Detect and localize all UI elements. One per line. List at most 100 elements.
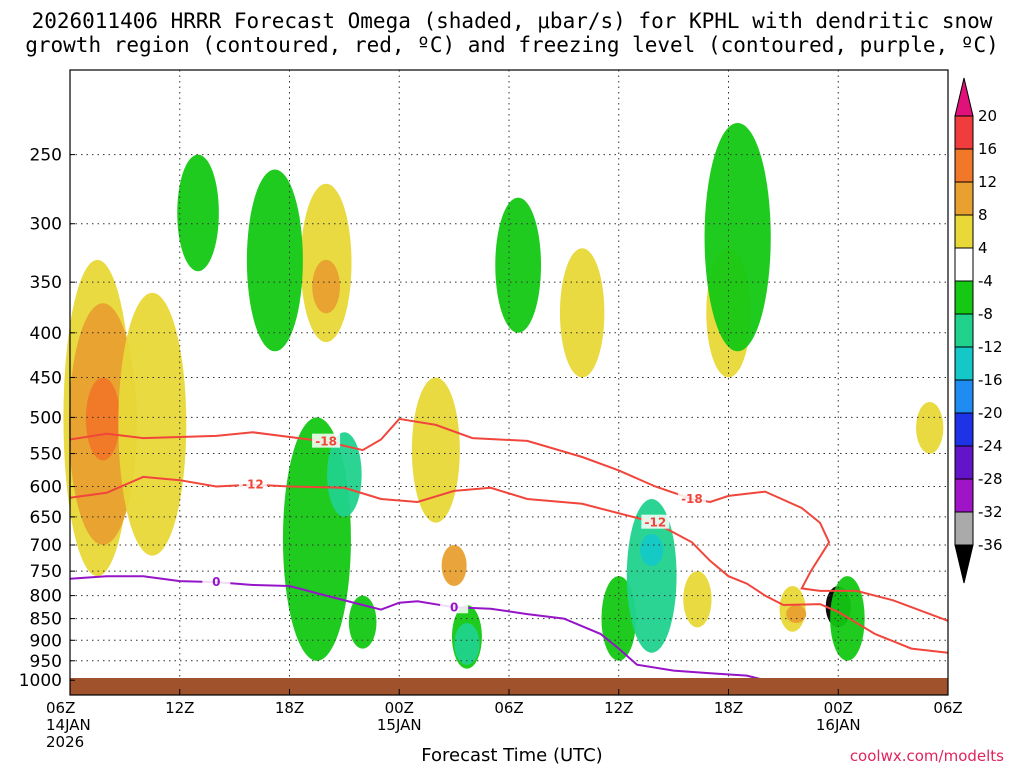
colorbar-label-10: -24 bbox=[978, 437, 1003, 455]
y-tick-label-700: 700 bbox=[30, 536, 62, 556]
contour-label-bg-freezing_level_0-1 bbox=[440, 599, 469, 614]
colorbar-label-8: -16 bbox=[978, 371, 1003, 389]
grid-lines bbox=[69, 70, 949, 695]
contour-label-dgz_minus12-1: -12 bbox=[644, 516, 666, 530]
omega-region-8 bbox=[559, 248, 605, 378]
y-tick-label-250: 250 bbox=[30, 146, 62, 166]
omega-region-22 bbox=[601, 576, 637, 661]
x-tick-label-36-0: 18Z bbox=[714, 699, 743, 717]
contour-label-bg-dgz_minus12-0 bbox=[238, 476, 267, 491]
colorbar-label-9: -20 bbox=[978, 404, 1003, 422]
x-tick-label-0-1: 14JAN bbox=[46, 716, 91, 734]
omega-region-23 bbox=[626, 498, 677, 653]
contour-label-dgz_minus18-1: -18 bbox=[681, 492, 703, 506]
omega-region-6 bbox=[411, 377, 460, 523]
x-tick-label-42-0: 00Z bbox=[824, 699, 853, 717]
contour-label-dgz_minus18-0: -18 bbox=[315, 435, 337, 449]
colorbar-swatch-11 bbox=[954, 445, 974, 480]
y-tick-label-750: 750 bbox=[30, 562, 62, 582]
contour-label-freezing_level_0-1: 0 bbox=[450, 600, 458, 614]
contour-dgz_minus12 bbox=[69, 475, 949, 654]
omega-region-13 bbox=[916, 401, 944, 454]
omega-region-14 bbox=[177, 154, 219, 272]
colorbar-label-13: -36 bbox=[978, 536, 1003, 554]
colorbar-swatch-7 bbox=[954, 313, 974, 348]
contour-label-bg-dgz_minus18-0 bbox=[312, 433, 341, 448]
colorbar-top-arrow bbox=[954, 77, 974, 117]
colorbar-swatch-10 bbox=[954, 412, 974, 447]
x-tick-label-0-0: 06Z bbox=[46, 699, 75, 717]
contour-label-bg-dgz_minus12-1 bbox=[641, 514, 670, 529]
x-tick-label-30-0: 12Z bbox=[604, 699, 633, 717]
colorbar-label-4: 4 bbox=[978, 239, 988, 257]
y-tick-label-650: 650 bbox=[30, 508, 62, 528]
omega-region-21 bbox=[454, 623, 480, 665]
omega-region-12 bbox=[786, 604, 807, 624]
colorbar-swatch-6 bbox=[954, 280, 974, 315]
colorbar-bottom-arrow bbox=[954, 544, 974, 584]
y-tick-label-850: 850 bbox=[30, 610, 62, 630]
x-tick-label-12-0: 18Z bbox=[275, 699, 304, 717]
y-tick-label-300: 300 bbox=[30, 215, 62, 235]
colorbar-label-11: -28 bbox=[978, 470, 1003, 488]
omega-region-2 bbox=[85, 377, 121, 461]
y-tick-label-600: 600 bbox=[30, 478, 62, 498]
x-tick-label-6-0: 12Z bbox=[165, 699, 194, 717]
contour-label-bg-freezing_level_0-0 bbox=[202, 574, 231, 589]
colorbar-label-3: 8 bbox=[978, 206, 988, 224]
x-tick-label-42-1: 16JAN bbox=[816, 716, 861, 734]
omega-region-5 bbox=[312, 259, 340, 314]
y-tick-label-900: 900 bbox=[30, 631, 62, 651]
y-tick-label-450: 450 bbox=[30, 368, 62, 388]
omega-region-17 bbox=[327, 432, 362, 517]
colorbar-swatch-9 bbox=[954, 379, 974, 414]
x-axis-title: Forecast Time (UTC) bbox=[421, 745, 603, 766]
colorbar-label-5: -4 bbox=[978, 272, 993, 290]
contour-label-dgz_minus12-0: -12 bbox=[242, 478, 264, 492]
chart-title-line-1: 2026011406 HRRR Forecast Omega (shaded, … bbox=[31, 9, 993, 33]
omega-region-18 bbox=[348, 595, 377, 649]
colorbar-swatch-13 bbox=[954, 511, 974, 546]
colorbar-label-12: -32 bbox=[978, 503, 1003, 521]
colorbar-label-6: -8 bbox=[978, 305, 993, 323]
omega-colorbar: 20 16 12 8 4 -4 -8 -12 -16 -20 -24 -28 -32 -36 bbox=[954, 77, 1003, 584]
source-credit-link[interactable]: coolwx.com/modelts bbox=[849, 747, 1004, 765]
contour-dgz_minus18 bbox=[69, 417, 949, 622]
y-axis-pressure-labels: 2503003504004505005506006507007508008509… bbox=[19, 146, 75, 691]
omega-region-7 bbox=[441, 544, 467, 587]
contour-lines: -18 -18 -12 -12 0 0 bbox=[69, 417, 949, 682]
colorbar-label-7: -12 bbox=[978, 338, 1003, 356]
y-tick-label-500: 500 bbox=[30, 408, 62, 428]
omega-region-24 bbox=[640, 534, 664, 567]
colorbar-swatch-12 bbox=[954, 478, 974, 513]
omega-region-3 bbox=[118, 292, 187, 556]
colorbar-swatch-8 bbox=[954, 346, 974, 381]
colorbar-swatch-2 bbox=[954, 148, 974, 183]
y-tick-label-1000: 1000 bbox=[19, 671, 62, 691]
omega-region-10 bbox=[683, 571, 712, 628]
contour-label-freezing_level_0-0: 0 bbox=[212, 575, 220, 589]
x-tick-label-18-0: 00Z bbox=[385, 699, 414, 717]
x-tick-label-18-1: 15JAN bbox=[377, 716, 422, 734]
y-tick-label-400: 400 bbox=[30, 324, 62, 344]
contour-label-bg-dgz_minus18-1 bbox=[677, 490, 706, 505]
omega-region-19 bbox=[495, 197, 542, 333]
y-tick-label-950: 950 bbox=[30, 652, 62, 672]
omega-region-15 bbox=[246, 169, 303, 352]
colorbar-label-2: 12 bbox=[978, 173, 997, 191]
x-tick-label-0-2: 2026 bbox=[46, 733, 84, 751]
omega-region-25 bbox=[704, 122, 771, 352]
colorbar-swatch-5 bbox=[954, 247, 974, 282]
colorbar-swatch-4 bbox=[954, 214, 974, 249]
colorbar-label-0: 20 bbox=[978, 107, 997, 125]
chart-title-line-2: growth region (contoured, red, ºC) and f… bbox=[25, 33, 999, 57]
colorbar-swatch-3 bbox=[954, 181, 974, 216]
colorbar-swatch-1 bbox=[954, 115, 974, 150]
x-tick-label-48-0: 06Z bbox=[933, 699, 962, 717]
colorbar-label-1: 16 bbox=[978, 140, 997, 158]
y-tick-label-800: 800 bbox=[30, 587, 62, 607]
omega-shaded-fields bbox=[63, 122, 944, 669]
y-tick-label-350: 350 bbox=[30, 273, 62, 293]
